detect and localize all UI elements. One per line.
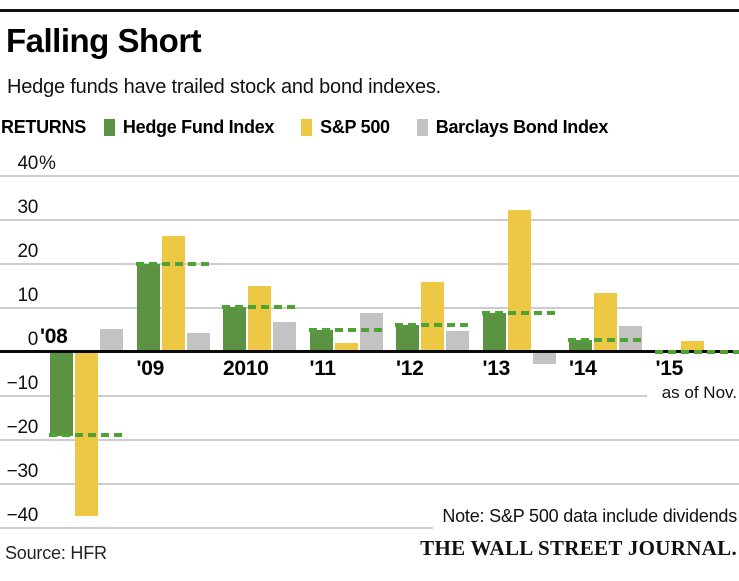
- x-label-14: '14: [569, 357, 597, 380]
- bar-barclays-bond-index-12: [446, 330, 469, 352]
- gridline--20: [0, 439, 739, 441]
- hedge-fund-dash-09: [135, 262, 209, 266]
- bar-s-p-500-14: [594, 292, 617, 352]
- y-tick-suffix: %: [39, 153, 56, 174]
- x-label-13: '13: [482, 357, 511, 380]
- x-axis-zero-line: [0, 350, 739, 353]
- legend-swatch-icon: [301, 119, 313, 136]
- source-line: Source: HFR: [5, 543, 107, 563]
- legend-item-label: S&P 500: [320, 117, 390, 137]
- bar-barclays-bond-index-09: [186, 333, 210, 352]
- legend-item-s-p-500: S&P 500: [301, 117, 390, 138]
- bar-s-p-500-11: [334, 342, 358, 352]
- chart-title: Falling Short: [6, 22, 202, 59]
- chart-subtitle: Hedge funds have trailed stock and bond …: [7, 76, 442, 98]
- bar-hedge-fund-index-09: [136, 264, 160, 352]
- bar-s-p-500-2010: [248, 285, 271, 352]
- hedge-fund-dash-15: [654, 350, 739, 354]
- axis-note: as of Nov.: [661, 383, 737, 402]
- x-label-11: '11: [309, 357, 337, 380]
- x-label-09: '09: [136, 357, 165, 380]
- y-tick-10: 10: [17, 285, 38, 306]
- x-label-08: '08: [40, 325, 68, 348]
- y-tick--10: −10: [6, 373, 39, 394]
- wsj-wordmark: THE WALL STREET JOURNAL.: [420, 536, 737, 560]
- y-tick-40: 40%: [17, 153, 56, 174]
- gridline-20: [0, 263, 739, 265]
- legend-returns-label: RETURNS: [1, 117, 86, 137]
- x-label-15: '15: [655, 357, 684, 380]
- hedge-fund-dash-12: [395, 322, 468, 327]
- gridline-10: [0, 307, 739, 309]
- legend-item-label: Hedge Fund Index: [122, 117, 275, 137]
- hedge-fund-dash-14: [568, 338, 641, 343]
- y-tick-0: 0: [27, 329, 39, 350]
- bar-s-p-500-12: [421, 281, 444, 352]
- bar-s-p-500-15: [680, 340, 704, 352]
- bar-hedge-fund-index-12: [396, 324, 419, 352]
- bar-hedge-fund-index-14: [569, 340, 592, 352]
- x-label-12: '12: [396, 357, 424, 380]
- y-tick--40: −40: [6, 505, 39, 526]
- bar-hedge-fund-index-08: [50, 353, 73, 436]
- x-label-2010: 2010: [223, 357, 269, 380]
- gridline--30: [0, 483, 739, 485]
- legend-swatch-icon: [103, 119, 115, 136]
- footnote: Note: S&P 500 data include dividends: [442, 506, 737, 526]
- y-tick--30: −30: [6, 461, 39, 482]
- legend: RETURNS Hedge Fund Index S&P 500 Barclays …: [1, 117, 635, 138]
- gridline-40: [0, 175, 739, 177]
- bar-barclays-bond-index-2010: [273, 322, 296, 352]
- hedge-fund-dash-2010: [222, 305, 295, 310]
- hedge-fund-dash-08: [49, 432, 122, 437]
- bar-hedge-fund-index-13: [482, 312, 506, 352]
- gridline--40: [0, 527, 433, 529]
- bar-barclays-bond-index-11: [359, 313, 383, 352]
- bar-s-p-500-09: [161, 235, 185, 352]
- top-rule: [0, 9, 739, 12]
- bar-s-p-500-13: [507, 209, 531, 352]
- hedge-fund-dash-11: [308, 328, 382, 332]
- legend-item-barclays-bond-index: Barclays Bond Index: [416, 117, 609, 138]
- y-tick--20: −20: [6, 417, 39, 438]
- y-tick-20: 20: [17, 241, 38, 262]
- gridline--10: [0, 395, 647, 397]
- y-tick-30: 30: [17, 197, 38, 218]
- bar-hedge-fund-index-11: [309, 330, 333, 352]
- legend-item-label: Barclays Bond Index: [435, 117, 609, 137]
- bar-barclays-bond-index-08: [100, 328, 123, 352]
- hedge-fund-dash-13: [481, 310, 555, 315]
- legend-item-hedge-fund-index: Hedge Fund Index: [103, 117, 275, 138]
- gridline-30: [0, 219, 739, 221]
- bar-barclays-bond-index-13: [532, 353, 556, 365]
- legend-swatch-icon: [416, 119, 428, 136]
- bar-hedge-fund-index-2010: [223, 307, 246, 352]
